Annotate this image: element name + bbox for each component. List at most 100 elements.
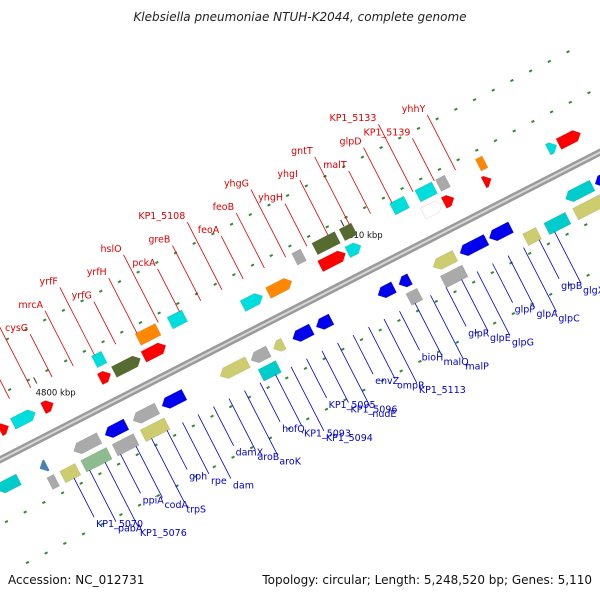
scale-dot: [547, 59, 552, 63]
gene-feature: [311, 231, 341, 256]
gene-label: glpA: [537, 309, 559, 320]
gene-feature: [338, 222, 358, 242]
scale-dot: [210, 414, 214, 418]
scale-dot: [361, 388, 366, 392]
kbp-tick-label: 4800 kbp: [36, 388, 76, 398]
gene-feature: [219, 356, 251, 379]
gene-label: malP: [465, 361, 489, 372]
scale-dot: [341, 165, 346, 169]
gene-leader-line: [275, 374, 303, 427]
gene-leader-line: [426, 114, 456, 171]
gene-feature: [544, 142, 558, 156]
scale-dot: [400, 186, 404, 191]
scale-dot: [231, 455, 235, 459]
scale-dot: [474, 148, 479, 152]
scale-dot: [322, 357, 327, 361]
gene-feature: [46, 474, 60, 490]
scale-dot: [191, 424, 196, 428]
scale-dot: [492, 321, 497, 325]
scale-dot: [213, 282, 218, 286]
scale-dot: [116, 462, 121, 466]
scale-dot: [586, 273, 590, 277]
scale-dot: [565, 232, 569, 236]
gene-label: glgX: [583, 285, 600, 296]
scale-dot: [491, 88, 496, 92]
gene-label: aroK: [279, 457, 301, 468]
gene-feature: [96, 370, 112, 385]
scale-dot: [287, 426, 291, 431]
scale-dot: [546, 242, 551, 246]
scale-dot: [549, 110, 554, 114]
gene-feature: [474, 155, 489, 172]
scale-dot: [493, 139, 498, 143]
label-layer: yhfCnirBnirDcysGmrcAyrfFyrfGyrfHhslOpckA…: [5, 104, 600, 539]
gene-feature: [291, 248, 307, 266]
scale-dot: [453, 107, 458, 111]
scale-dot: [117, 280, 122, 284]
scale-dot: [118, 513, 123, 517]
gene-feature: [555, 130, 581, 150]
gene-label: yhgH: [258, 193, 283, 204]
gene-leader-line: [259, 382, 281, 423]
scale-dot: [548, 292, 553, 296]
scale-dot: [229, 222, 234, 226]
scale-dot: [284, 376, 289, 380]
gene-label: feoA: [198, 225, 220, 236]
scale-dot: [531, 119, 535, 124]
gene-leader-line: [120, 453, 141, 494]
gene-feature: [315, 313, 335, 330]
gene-label: codA: [164, 500, 188, 511]
scale-dot: [474, 331, 478, 335]
scale-dot: [101, 340, 105, 344]
scale-dot: [23, 510, 28, 514]
scale-dot: [138, 320, 143, 325]
gene-feature: [440, 194, 455, 209]
scale-dot: [24, 327, 28, 332]
gene-feature: [39, 459, 50, 472]
scale-dot: [63, 359, 68, 363]
gene-feature: [0, 423, 10, 437]
scale-dot: [25, 560, 30, 565]
scale-dot: [568, 100, 573, 104]
gene-leader-line: [348, 170, 371, 214]
scale-dot: [511, 311, 516, 316]
scale-dot: [136, 270, 141, 274]
scale-dot: [154, 260, 159, 265]
gene-feature: [435, 174, 451, 192]
gene-label: KP1_5139: [363, 127, 410, 138]
scale-dot: [193, 474, 198, 478]
scale-dot: [228, 405, 233, 409]
gene-feature: [104, 418, 130, 439]
gene-label: yhgG: [224, 179, 249, 190]
gene-label: trpS: [186, 504, 206, 515]
gene-leader-line: [538, 239, 560, 280]
gene-feature: [91, 350, 108, 369]
gene-label: hslO: [100, 244, 121, 255]
gene-leader-line: [44, 310, 74, 367]
scale-dot: [456, 158, 461, 162]
scale-dot: [81, 532, 86, 536]
gene-feature: [432, 250, 459, 270]
gene-leader-line: [314, 156, 350, 225]
scale-dot: [249, 445, 254, 450]
gene-label: bioH: [422, 352, 444, 363]
scale-dot: [416, 126, 421, 131]
scale-dot: [80, 299, 84, 303]
scale-dot: [340, 347, 345, 351]
scale-dot: [60, 491, 65, 495]
scale-dot: [98, 472, 102, 476]
gene-leader-line: [250, 189, 287, 258]
scale-dot: [231, 273, 236, 277]
gene-feature: [265, 278, 293, 299]
gene-leader-line: [89, 469, 117, 522]
gene-feature: [80, 447, 113, 473]
gene-label: glpC: [558, 314, 580, 325]
gene-feature: [459, 234, 490, 257]
gene-label: dam: [233, 481, 254, 492]
gene-feature: [139, 417, 171, 442]
scale-dot: [41, 500, 46, 505]
gene-label: KP1_5096: [350, 405, 397, 416]
gene-feature: [273, 337, 287, 352]
